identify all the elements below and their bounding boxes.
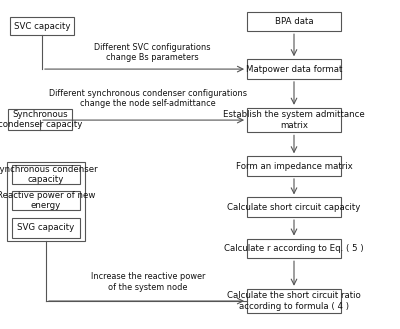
Text: SVG capacity: SVG capacity [17, 223, 75, 233]
Text: Reactive power of new
energy: Reactive power of new energy [0, 191, 95, 210]
Text: Different synchronous condenser configurations
change the node self-admittance: Different synchronous condenser configur… [49, 89, 247, 108]
FancyBboxPatch shape [247, 197, 341, 217]
Text: Different SVC configurations
change Bs parameters: Different SVC configurations change Bs p… [94, 43, 210, 62]
Text: Form an impedance matrix: Form an impedance matrix [236, 162, 352, 171]
Text: SVC capacity: SVC capacity [14, 22, 70, 31]
FancyBboxPatch shape [12, 165, 80, 184]
Text: Calculate short circuit capacity: Calculate short circuit capacity [227, 203, 361, 212]
Text: Increase the reactive power
of the system node: Increase the reactive power of the syste… [91, 272, 205, 291]
FancyBboxPatch shape [247, 59, 341, 79]
FancyBboxPatch shape [10, 17, 74, 35]
FancyBboxPatch shape [8, 109, 72, 130]
FancyBboxPatch shape [12, 218, 80, 238]
Text: Calculate the short circuit ratio
according to formula ( 4 ): Calculate the short circuit ratio accord… [227, 291, 361, 311]
Text: Matpower data format: Matpower data format [246, 64, 342, 74]
FancyBboxPatch shape [247, 156, 341, 176]
Text: BPA data: BPA data [275, 17, 313, 26]
FancyBboxPatch shape [7, 162, 85, 241]
FancyBboxPatch shape [247, 12, 341, 31]
FancyBboxPatch shape [12, 191, 80, 210]
Text: Synchronous
condenser capacity: Synchronous condenser capacity [0, 110, 82, 129]
FancyBboxPatch shape [247, 289, 341, 313]
Text: Synchronous condenser
capacity: Synchronous condenser capacity [0, 165, 98, 184]
FancyBboxPatch shape [247, 239, 341, 258]
FancyBboxPatch shape [247, 108, 341, 132]
Text: Calculate r according to Eq. ( 5 ): Calculate r according to Eq. ( 5 ) [224, 244, 364, 253]
Text: Establish the system admittance
matrix: Establish the system admittance matrix [223, 111, 365, 130]
